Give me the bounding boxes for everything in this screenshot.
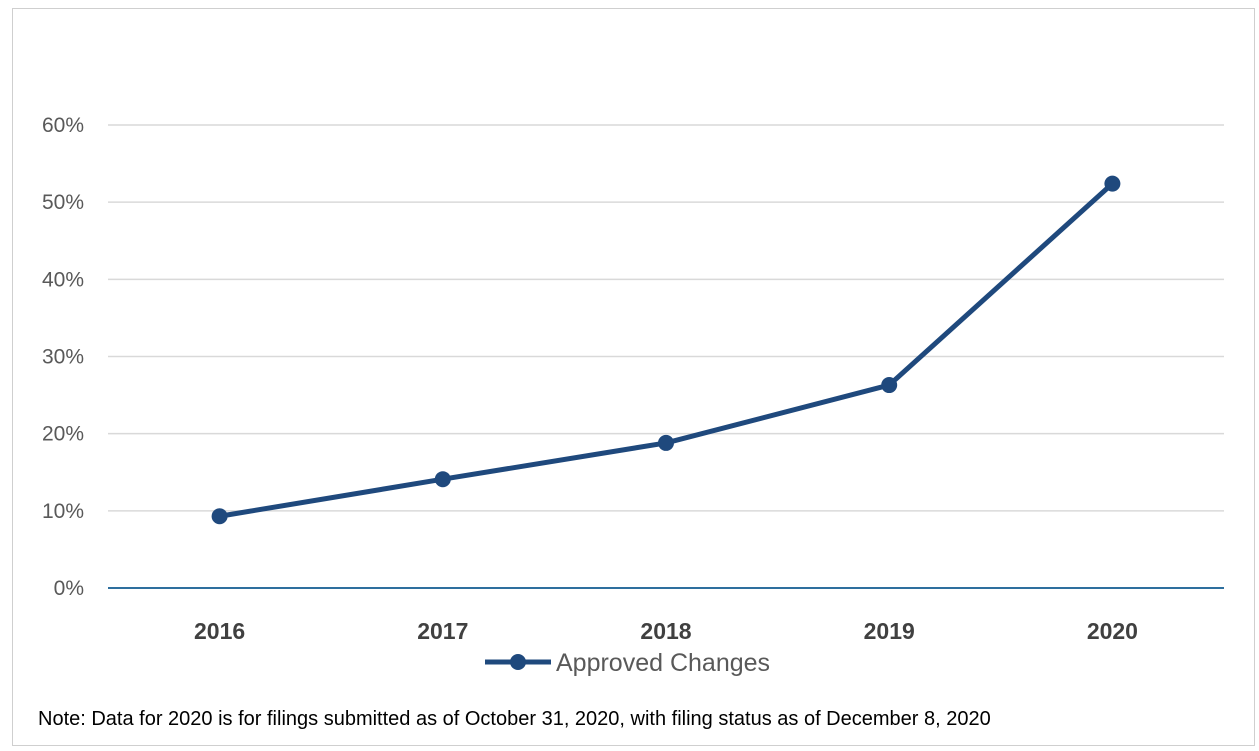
x-tick-label: 2018 [640, 618, 691, 644]
y-tick-label: 40% [42, 268, 84, 291]
x-tick-label: 2016 [194, 618, 245, 644]
data-point-marker [211, 508, 228, 525]
x-axis-tick-labels: 2016 2017 2018 2019 2020 [194, 618, 1138, 644]
x-tick-label: 2019 [864, 618, 915, 644]
chart-frame [12, 8, 1255, 746]
series-markers [211, 175, 1121, 525]
x-tick-label: 2020 [1087, 618, 1138, 644]
y-tick-label: 0% [54, 577, 84, 600]
y-tick-label: 20% [42, 423, 84, 446]
y-tick-label: 30% [42, 346, 84, 369]
data-point-marker [1104, 175, 1121, 192]
legend-marker-swatch [510, 654, 526, 670]
footnote: Note: Data for 2020 is for filings submi… [38, 708, 991, 730]
y-tick-label: 50% [42, 191, 84, 214]
y-tick-label: 60% [42, 114, 84, 137]
y-axis-tick-labels: 0% 10% 20% 30% 40% 50% 60% [42, 114, 84, 600]
x-tick-label: 2017 [417, 618, 468, 644]
legend-label: Approved Changes [556, 649, 770, 677]
series-line-approved-changes [219, 181, 1115, 519]
y-tick-label: 10% [42, 500, 84, 523]
gridlines [108, 124, 1224, 512]
data-point-marker [434, 471, 451, 488]
data-point-marker [881, 377, 898, 394]
legend: Approved Changes [485, 649, 770, 677]
data-point-marker [658, 434, 674, 451]
